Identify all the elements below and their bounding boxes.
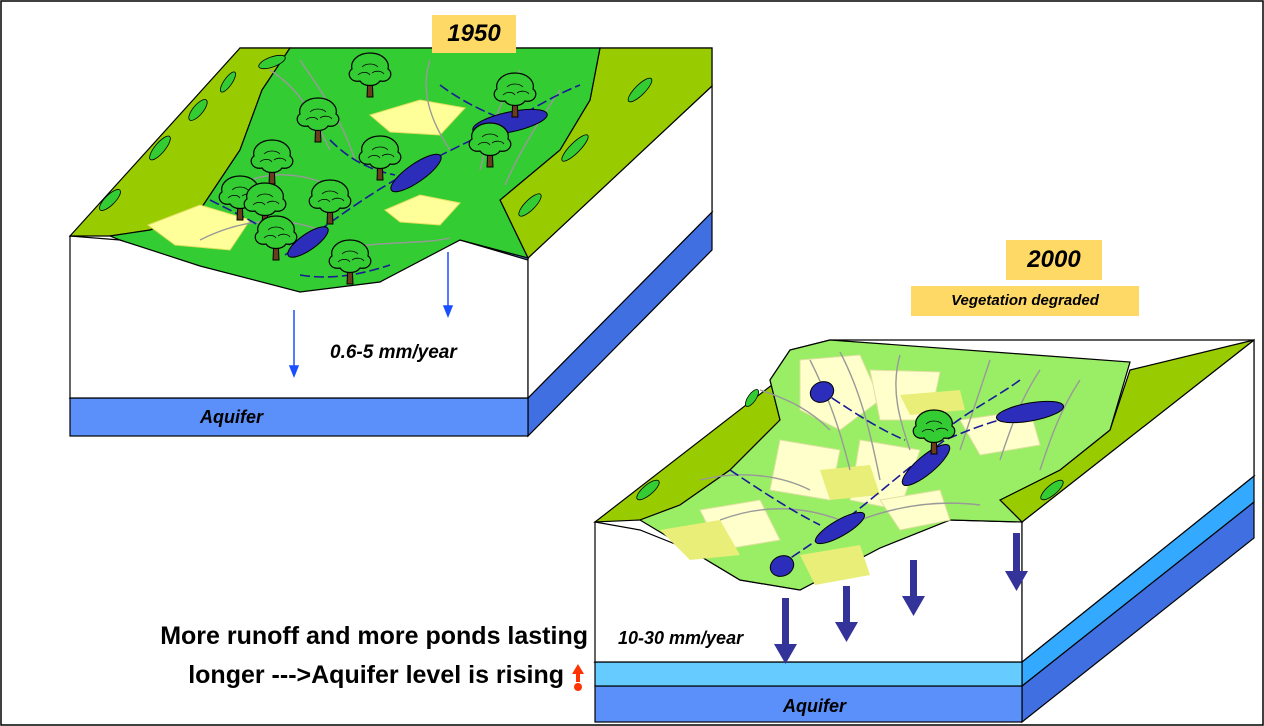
blue-down-arrow-icon — [774, 644, 797, 664]
vegetation-note: Vegetation degraded — [911, 286, 1139, 316]
bushes-1950 — [99, 54, 653, 217]
contour-lines-2000 — [699, 351, 1081, 521]
pond-icon — [901, 444, 951, 486]
infiltration-rate-1950: 0.6-5 mm/year — [330, 342, 457, 363]
pond-icon — [814, 511, 866, 545]
pond-icon — [995, 400, 1065, 424]
field-1950 — [368, 99, 466, 136]
pond-icon — [769, 555, 795, 577]
recharge-arrows-2000 — [774, 533, 1028, 664]
blue-down-arrow-icon — [835, 622, 858, 642]
blue-down-arrow-icon — [902, 596, 925, 616]
year-2000-label: 2000 — [1006, 240, 1102, 280]
watertable-front-2000 — [594, 661, 1023, 687]
blue-down-arrow-icon — [1005, 571, 1028, 591]
bushes-2000 — [636, 389, 1064, 501]
pond-icon — [287, 226, 329, 258]
blue-down-arrow-icon — [442, 305, 454, 319]
aquifer-label-1950: Aquifer — [200, 407, 263, 427]
field-1950 — [384, 194, 461, 226]
year-1950-label: 1950 — [432, 15, 516, 53]
recharge-arrows-1950 — [288, 252, 454, 379]
aquifer-label-2000: Aquifer — [783, 696, 846, 716]
pond-icon — [390, 153, 442, 193]
pond-icon — [809, 381, 835, 403]
blue-down-arrow-icon — [288, 365, 300, 379]
block-1950 — [68, 47, 714, 438]
crop-patches-2000 — [660, 390, 965, 585]
red-up-arrow-icon — [572, 664, 584, 691]
aquifer-front-1950 — [69, 397, 529, 437]
block-2000 — [593, 338, 1256, 724]
conclusion-line-2: longer --->Aquifer level is rising — [188, 661, 564, 689]
infiltration-rate-2000: 10-30 mm/year — [618, 628, 744, 648]
conclusion-line-1: More runoff and more ponds lasting — [160, 622, 588, 650]
field-1950 — [146, 204, 251, 251]
